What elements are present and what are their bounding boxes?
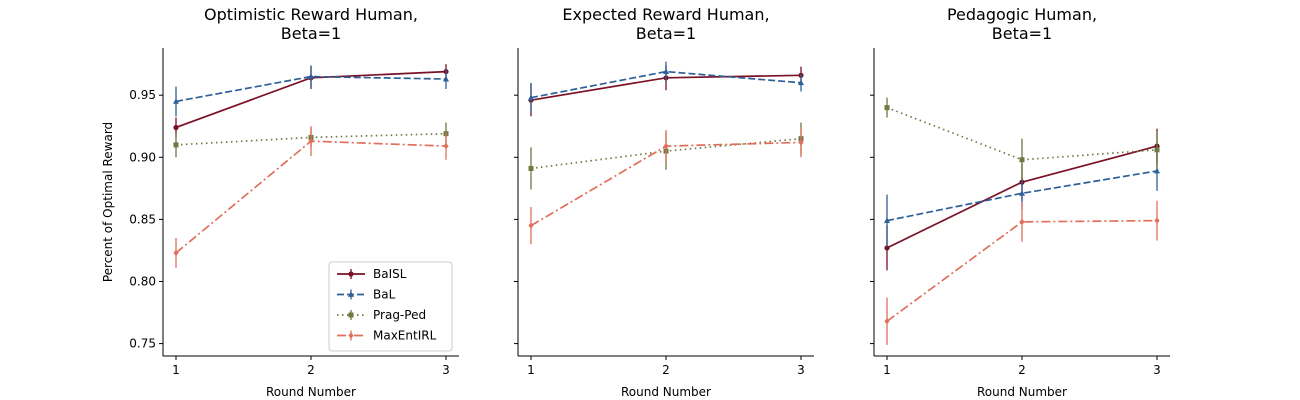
x-tick-label: 3 (797, 363, 805, 377)
data-point (1154, 147, 1160, 153)
y-tick-label: 0.85 (129, 212, 156, 226)
chart-title-line: Expected Reward Human, (562, 5, 769, 24)
legend-label: BaISL (373, 267, 407, 281)
data-point (884, 318, 890, 325)
chart-title-line: Beta=1 (992, 24, 1052, 43)
data-point (663, 142, 669, 150)
series-line (530, 70, 802, 99)
series-maxentirl (528, 127, 804, 245)
data-point (798, 79, 804, 86)
legend-marker (348, 291, 354, 297)
chart-title-line: Pedagogic Human, (947, 5, 1097, 24)
series-line (886, 170, 1158, 222)
legend-label: BaL (373, 288, 396, 302)
series-line (175, 75, 447, 103)
y-tick-label: 0.90 (129, 150, 156, 164)
series-maxentirl (173, 126, 449, 268)
data-point (528, 165, 534, 171)
data-point (1019, 218, 1025, 226)
x-tick-label: 1 (172, 363, 180, 377)
data-point (884, 105, 890, 111)
chart-panel-2: Expected Reward Human, Beta=1 1 2 3 Round Num… (514, 5, 814, 399)
series-maxentirl (884, 200, 1160, 345)
x-tick-label: 3 (442, 363, 450, 377)
series-prag-ped (884, 97, 1160, 181)
chart-title-line: Beta=1 (636, 24, 696, 43)
x-axis-label: Round Number (266, 385, 356, 399)
x-tick-label: 3 (1153, 363, 1161, 377)
chart-title-line: Beta=1 (281, 24, 341, 43)
data-point (663, 68, 669, 74)
data-point (173, 98, 179, 104)
data-point (173, 249, 179, 257)
series-bal (173, 65, 449, 117)
series-line (175, 140, 447, 254)
data-point (528, 222, 534, 229)
x-tick-label: 2 (662, 363, 670, 377)
data-point (308, 137, 314, 145)
data-point (798, 139, 804, 146)
data-point (443, 142, 449, 150)
chart-title: Optimistic Reward Human, Beta=1 (204, 5, 418, 43)
data-point (1019, 190, 1025, 196)
data-point (308, 73, 314, 79)
x-axis-label: Round Number (621, 385, 711, 399)
legend-label: MaxEntIRL (373, 329, 437, 343)
data-point (528, 94, 534, 101)
x-tick-label: 1 (883, 363, 891, 377)
data-point (173, 142, 179, 148)
legend: BaISL BaL Prag-Ped MaxEntIRL (328, 261, 453, 352)
x-tick-label: 1 (527, 363, 535, 377)
chart-panel-1: Optimistic Reward Human, Beta=1 0.75 0.80 0.… (101, 5, 459, 399)
chart-title: Expected Reward Human, Beta=1 (562, 5, 769, 43)
chart-title: Pedagogic Human, Beta=1 (947, 5, 1097, 43)
y-tick-label: 0.75 (129, 337, 156, 351)
legend-marker (348, 312, 354, 318)
legend-label: Prag-Ped (373, 308, 426, 322)
data-point (1154, 167, 1160, 174)
y-tick-label: 0.80 (129, 274, 156, 288)
data-point (884, 217, 890, 224)
chart-panel-3: Pedagogic Human, Beta=1 1 2 3 Round Number (870, 5, 1170, 399)
data-point (1019, 157, 1025, 163)
x-tick-label: 2 (307, 363, 315, 377)
series-line (886, 219, 1158, 322)
y-tick-label: 0.95 (129, 88, 156, 102)
data-point (1154, 217, 1160, 224)
data-point (173, 124, 179, 131)
x-axis-label: Round Number (977, 385, 1067, 399)
legend-marker (348, 271, 354, 277)
data-point (443, 75, 449, 82)
legend-box (328, 261, 453, 352)
chart-title-line: Optimistic Reward Human, (204, 5, 418, 24)
series-bal (528, 61, 804, 113)
x-tick-label: 2 (1018, 363, 1026, 377)
y-axis-label: Percent of Optimal Reward (101, 122, 115, 282)
data-point (884, 245, 890, 251)
legend-marker (348, 332, 354, 339)
